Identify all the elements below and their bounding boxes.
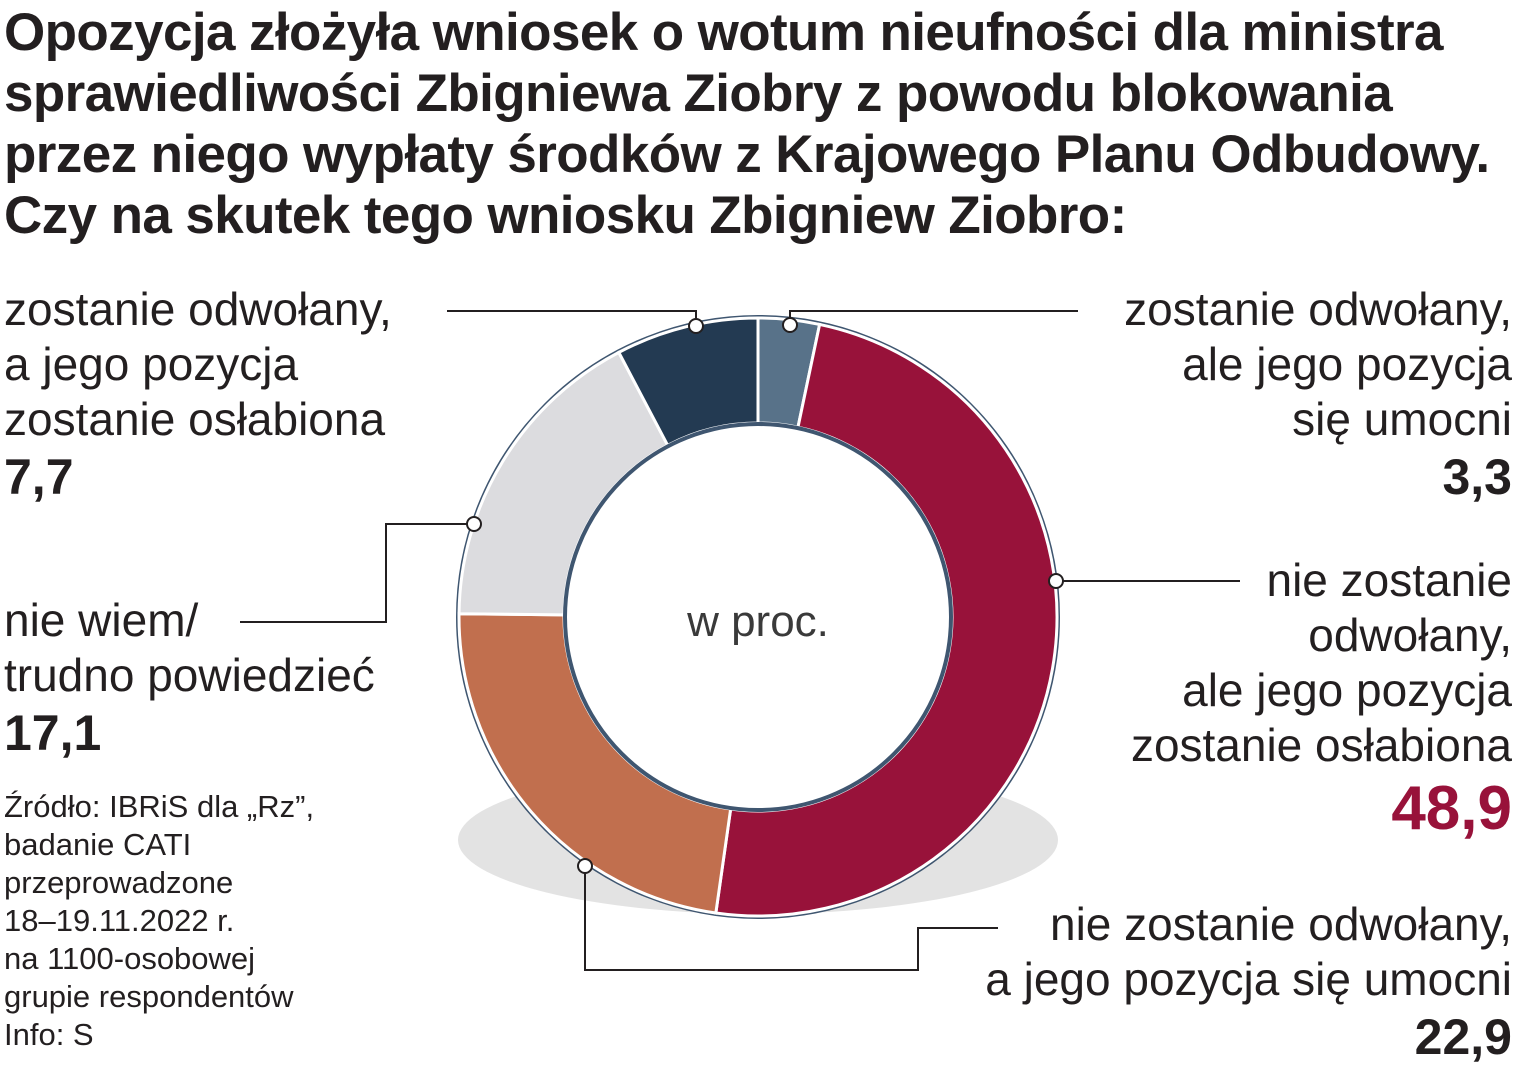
label-slice-3-line-1: nie zostanie odwołany, xyxy=(1050,898,1512,950)
label-slice-1: zostanie odwołany, ale jego pozycja się … xyxy=(1124,282,1512,507)
label-slice-5-line-2: a jego pozycja xyxy=(4,338,299,390)
label-slice-2-line-2: odwołany, xyxy=(1308,609,1512,661)
leader-dot-slice-1 xyxy=(782,317,798,333)
leader-line-slice-1 xyxy=(789,310,1078,325)
label-slice-3-line-2: a jego pozycja się umocni xyxy=(985,953,1512,1005)
chart-title: Opozycja złożyła wniosek o wotum nieufno… xyxy=(4,3,1490,245)
label-slice-3: nie zostanie odwołany, a jego pozycja si… xyxy=(985,897,1512,1067)
label-slice-5: zostanie odwołany, a jego pozycja zostan… xyxy=(4,282,392,507)
label-slice-2-line-1: nie zostanie xyxy=(1266,554,1513,606)
label-slice-1-line-3: się umocni xyxy=(1292,393,1512,445)
label-slice-4-line-1: nie wiem/ xyxy=(4,594,199,646)
value-slice-4: 17,1 xyxy=(4,705,102,761)
label-slice-1-line-1: zostanie odwołany, xyxy=(1124,283,1512,335)
leader-line-slice-5 xyxy=(447,310,697,326)
label-slice-4: nie wiem/ trudno powiedzieć 17,1 xyxy=(4,593,375,763)
label-slice-2-line-3: ale jego pozycja xyxy=(1182,664,1512,716)
value-slice-1: 3,3 xyxy=(1442,449,1512,505)
center-label: w proc. xyxy=(686,597,829,646)
leader-dot-slice-3 xyxy=(577,858,593,874)
label-slice-5-line-1: zostanie odwołany, xyxy=(4,283,392,335)
leader-dot-slice-2 xyxy=(1048,573,1064,589)
label-slice-2-line-4: zostanie osłabiona xyxy=(1130,719,1512,771)
label-slice-1-line-2: ale jego pozycja xyxy=(1182,338,1512,390)
leader-dot-slice-4 xyxy=(466,516,482,532)
value-slice-2: 48,9 xyxy=(1391,774,1512,843)
value-slice-5: 7,7 xyxy=(4,449,74,505)
leader-lines xyxy=(240,310,1240,971)
label-slice-4-line-2: trudno powiedzieć xyxy=(4,649,375,701)
label-slice-2: nie zostanie odwołany, ale jego pozycja … xyxy=(1131,553,1512,845)
label-slice-5-line-3: zostanie osłabiona xyxy=(4,393,386,445)
leader-dot-slice-5 xyxy=(688,318,704,334)
value-slice-3: 22,9 xyxy=(1414,1009,1512,1065)
leader-line-slice-4 xyxy=(240,523,474,623)
source-note: Źródło: IBRiS dla „Rz”, badanie CATI prz… xyxy=(4,789,315,1052)
leader-line-slice-3 xyxy=(584,866,998,971)
ring-inner-border xyxy=(563,422,953,812)
